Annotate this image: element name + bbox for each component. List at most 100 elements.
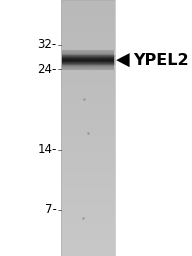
- Bar: [62, 69, 114, 70]
- Bar: [61, 60, 115, 64]
- Bar: [62, 60, 114, 61]
- Bar: [78, 55, 80, 65]
- Bar: [76, 55, 77, 65]
- Bar: [61, 94, 115, 98]
- Bar: [61, 145, 115, 149]
- Bar: [110, 55, 112, 65]
- Bar: [61, 141, 115, 145]
- Bar: [61, 30, 115, 34]
- Bar: [61, 162, 115, 166]
- Text: 7-: 7-: [45, 204, 57, 216]
- Bar: [62, 50, 114, 51]
- Bar: [61, 111, 115, 115]
- Bar: [61, 38, 115, 43]
- Bar: [61, 51, 115, 56]
- Bar: [89, 55, 90, 65]
- Bar: [62, 63, 114, 64]
- Bar: [61, 21, 115, 26]
- Bar: [61, 154, 115, 158]
- Bar: [61, 64, 115, 68]
- Bar: [98, 55, 100, 65]
- Bar: [61, 56, 115, 60]
- Bar: [73, 55, 74, 65]
- Bar: [108, 55, 109, 65]
- Bar: [62, 65, 114, 66]
- Bar: [61, 179, 115, 184]
- Bar: [66, 55, 68, 65]
- Bar: [62, 52, 114, 53]
- Bar: [62, 55, 114, 56]
- Bar: [61, 209, 115, 213]
- Bar: [62, 64, 114, 65]
- Bar: [114, 55, 116, 65]
- Bar: [61, 235, 115, 239]
- Bar: [96, 55, 97, 65]
- Bar: [74, 55, 76, 65]
- Bar: [61, 196, 115, 200]
- Bar: [61, 222, 115, 226]
- Bar: [61, 17, 115, 21]
- Bar: [62, 62, 114, 63]
- Bar: [100, 55, 101, 65]
- Bar: [62, 55, 64, 65]
- Bar: [61, 90, 115, 94]
- Bar: [61, 4, 115, 8]
- Bar: [61, 68, 115, 72]
- Bar: [92, 55, 93, 65]
- Bar: [68, 55, 69, 65]
- Bar: [61, 132, 115, 136]
- Bar: [61, 252, 115, 256]
- Bar: [61, 149, 115, 154]
- Bar: [61, 102, 115, 107]
- Bar: [61, 115, 115, 120]
- Bar: [72, 55, 73, 65]
- Bar: [61, 188, 115, 192]
- Bar: [61, 77, 115, 81]
- Bar: [80, 55, 81, 65]
- Text: YPEL2: YPEL2: [133, 53, 189, 68]
- Bar: [61, 200, 115, 205]
- Bar: [61, 13, 115, 17]
- Bar: [77, 55, 78, 65]
- Bar: [61, 85, 115, 90]
- Bar: [62, 56, 114, 57]
- Bar: [61, 136, 115, 141]
- Bar: [90, 55, 92, 65]
- Bar: [93, 55, 94, 65]
- Bar: [69, 55, 70, 65]
- Bar: [61, 213, 115, 218]
- Bar: [61, 0, 115, 4]
- Bar: [62, 53, 114, 54]
- Bar: [61, 158, 115, 162]
- Bar: [61, 26, 115, 30]
- Bar: [106, 55, 108, 65]
- Bar: [62, 61, 114, 62]
- Bar: [62, 57, 114, 58]
- Bar: [61, 107, 115, 111]
- Bar: [61, 120, 115, 124]
- Bar: [61, 171, 115, 175]
- Bar: [86, 55, 88, 65]
- Polygon shape: [116, 53, 130, 67]
- Bar: [61, 184, 115, 188]
- Bar: [61, 81, 115, 85]
- Bar: [82, 55, 84, 65]
- Bar: [61, 226, 115, 230]
- Bar: [62, 68, 114, 69]
- Bar: [105, 55, 106, 65]
- Bar: [109, 55, 110, 65]
- Bar: [112, 55, 113, 65]
- Bar: [65, 55, 66, 65]
- Bar: [61, 34, 115, 38]
- Bar: [70, 55, 72, 65]
- Bar: [61, 124, 115, 128]
- Bar: [61, 192, 115, 196]
- Bar: [62, 67, 114, 68]
- Bar: [88, 55, 89, 65]
- Bar: [62, 66, 114, 67]
- Bar: [61, 43, 115, 47]
- Bar: [61, 98, 115, 102]
- Bar: [94, 55, 96, 65]
- Bar: [61, 0, 115, 256]
- Text: 24-: 24-: [37, 63, 57, 76]
